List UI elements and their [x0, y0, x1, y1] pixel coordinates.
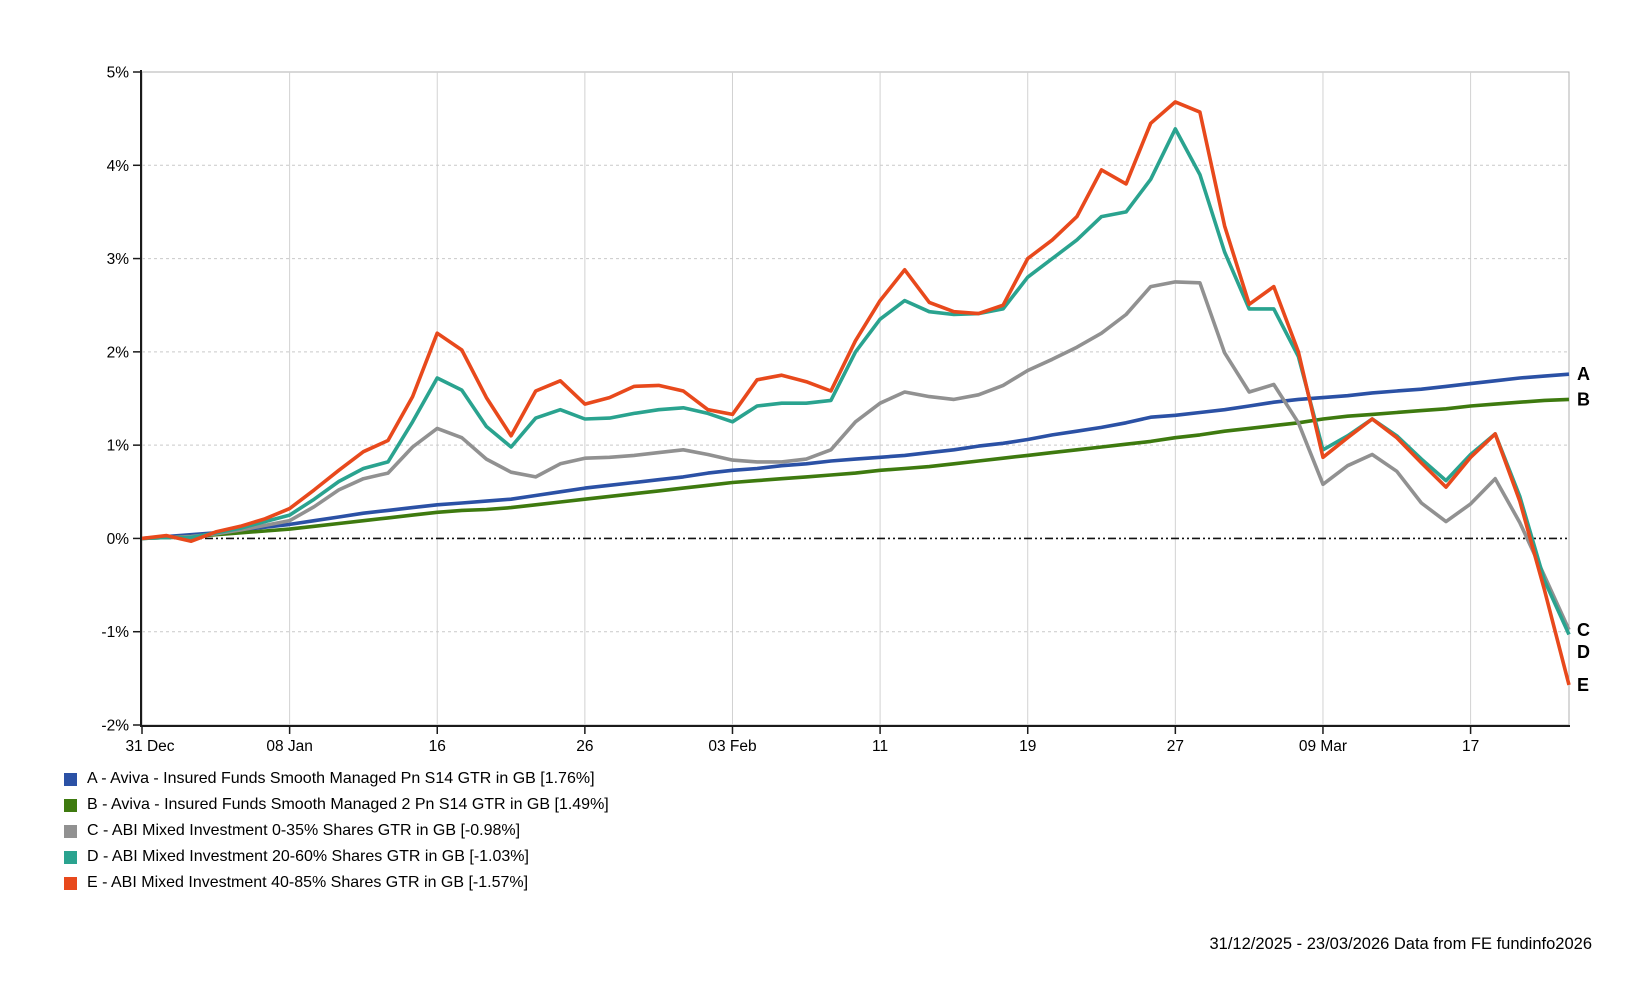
- legend-item-e: E - ABI Mixed Investment 40-85% Shares G…: [64, 870, 609, 896]
- legend-swatch-a: [64, 772, 77, 786]
- x-tick-label: 11: [872, 738, 888, 755]
- plot-border: [141, 71, 1570, 726]
- series-end-label-D: D: [1577, 642, 1590, 662]
- footer-date-range-source: 31/12/2025 - 23/03/2026 Data from FE fun…: [1209, 935, 1592, 953]
- series-line-A: [141, 372, 1570, 541]
- legend-swatch-c: [64, 824, 77, 838]
- y-tick-label: 5%: [107, 65, 130, 82]
- legend-swatch-e: [64, 876, 77, 890]
- legend-swatch-b: [64, 798, 77, 812]
- series-line-D: [141, 127, 1571, 636]
- x-tick-label: 27: [1167, 738, 1184, 755]
- legend-label-a: A - Aviva - Insured Funds Smooth Managed…: [87, 770, 595, 787]
- x-tick-label: 31 Dec: [125, 738, 174, 755]
- legend-item-d: D - ABI Mixed Investment 20-60% Shares G…: [64, 844, 609, 870]
- y-tick-label: -1%: [101, 624, 129, 641]
- x-tick-label: 03 Feb: [708, 738, 756, 755]
- legend-swatch-d: [64, 850, 77, 864]
- chart-legend: A - Aviva - Insured Funds Smooth Managed…: [64, 766, 609, 896]
- series-line-E: [141, 100, 1571, 686]
- y-tick-label: 4%: [107, 158, 130, 175]
- series-line-B: [141, 397, 1570, 541]
- legend-item-c: C - ABI Mixed Investment 0-35% Shares GT…: [64, 818, 609, 844]
- x-tick-label: 16: [429, 738, 446, 755]
- x-tick-label: 08 Jan: [266, 738, 313, 755]
- legend-label-b: B - Aviva - Insured Funds Smooth Managed…: [87, 796, 609, 813]
- series-end-label-C: C: [1577, 620, 1590, 640]
- y-tick-label: -2%: [101, 718, 129, 735]
- x-tick-label: 19: [1019, 738, 1036, 755]
- x-tick-label: 17: [1462, 738, 1479, 755]
- y-tick-label: 1%: [107, 438, 130, 455]
- y-tick-label: 3%: [107, 251, 130, 268]
- series-end-label-A: A: [1577, 364, 1590, 384]
- x-tick-label: 09 Mar: [1299, 738, 1347, 755]
- y-tick-label: 0%: [107, 531, 130, 548]
- legend-label-c: C - ABI Mixed Investment 0-35% Shares GT…: [87, 822, 521, 839]
- series-end-label-B: B: [1577, 389, 1590, 409]
- legend-label-e: E - ABI Mixed Investment 40-85% Shares G…: [87, 874, 529, 891]
- legend-item-b: B - Aviva - Insured Funds Smooth Managed…: [64, 792, 609, 818]
- x-tick-label: 26: [576, 738, 593, 755]
- legend-item-a: A - Aviva - Insured Funds Smooth Managed…: [64, 766, 609, 792]
- legend-label-d: D - ABI Mixed Investment 20-60% Shares G…: [87, 848, 529, 865]
- series-end-label-E: E: [1577, 675, 1589, 695]
- series-line-C: [141, 280, 1571, 631]
- y-tick-label: 2%: [107, 344, 130, 361]
